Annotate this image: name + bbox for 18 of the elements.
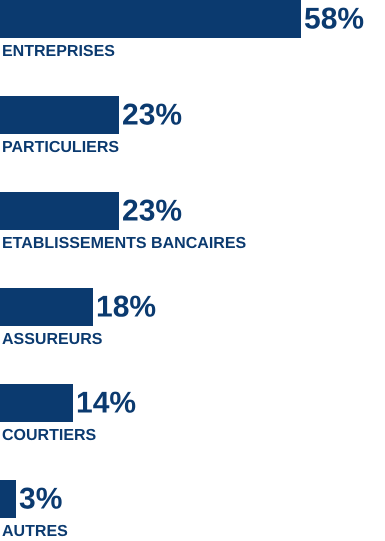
data-label: 58%: [304, 2, 364, 36]
bar: [0, 96, 119, 134]
bar: [0, 288, 93, 326]
y-tick-label: COURTIERS: [2, 427, 97, 444]
data-label: 14%: [76, 386, 136, 420]
y-tick-label: AUTRES: [2, 523, 68, 540]
data-label: 23%: [122, 194, 182, 228]
data-label: 18%: [96, 290, 156, 324]
y-tick-label: PARTICULIERS: [2, 139, 120, 156]
y-tick-label: ASSUREURS: [2, 331, 103, 348]
data-label: 3%: [19, 482, 62, 516]
bar: [0, 480, 16, 518]
y-tick-label: ENTREPRISES: [2, 43, 116, 60]
data-label: 23%: [122, 98, 182, 132]
bar: [0, 192, 119, 230]
bar: [0, 384, 73, 422]
bar: [0, 0, 301, 38]
y-tick-label: ETABLISSEMENTS BANCAIRES: [2, 235, 246, 252]
